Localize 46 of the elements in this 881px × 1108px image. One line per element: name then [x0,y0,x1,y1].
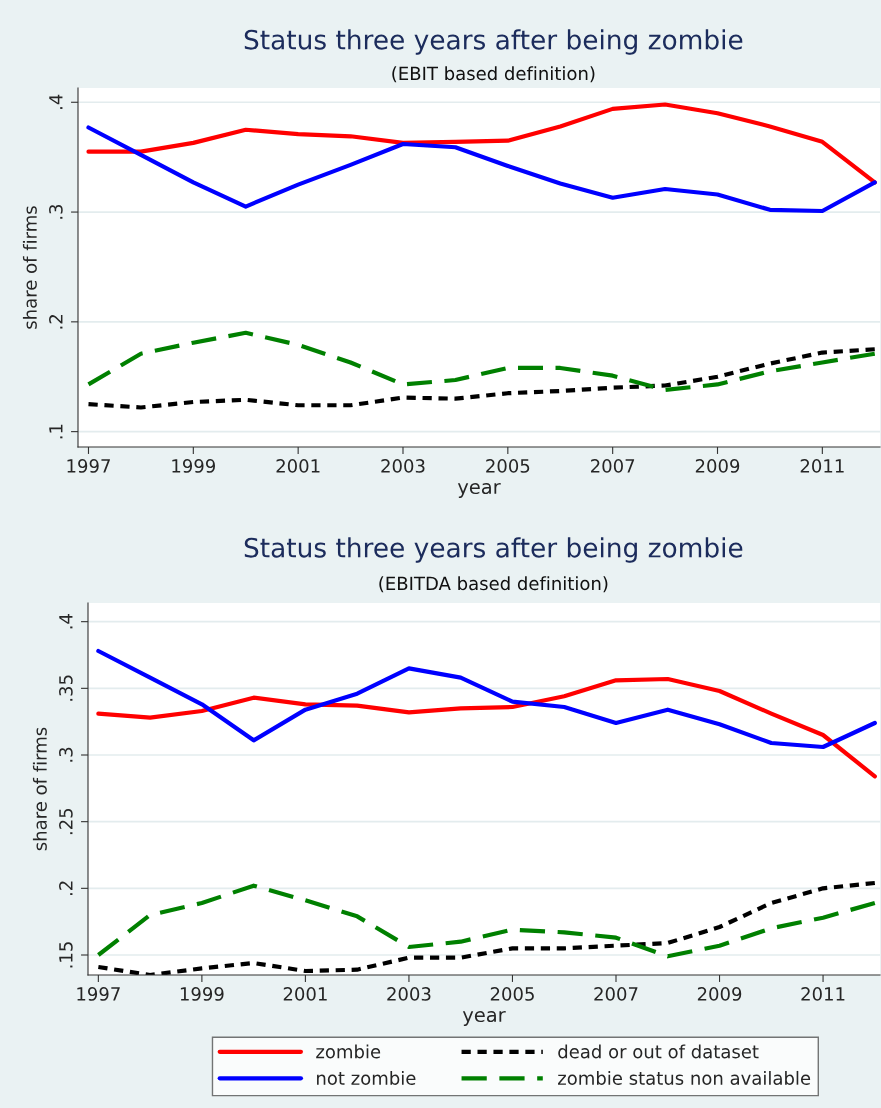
legend-label: zombie status non available [558,1070,811,1085]
legend-label: not zombie [317,1070,416,1085]
x-tick-label: 2009 [695,459,740,473]
x-tick-label: 2007 [591,459,635,473]
y-tick-label: .4 [49,94,63,109]
legend-label: dead or out of dataset [558,1044,759,1059]
x-tick-label: 1997 [77,987,120,1001]
x-tick-label: 2011 [801,987,845,1001]
chart-subtitle: (EBIT based definition) [392,66,595,83]
line-series [96,883,877,959]
y-tick-label: .3 [59,747,73,762]
x-axis-title: year [462,1010,506,1026]
y-tick-label: .25 [59,808,73,835]
chart-title: Status three years after being zombie [244,537,743,563]
line-series [86,347,877,410]
line-series [86,330,877,392]
line-series [96,880,877,975]
line-series [86,125,877,214]
y-tick-label: .1 [49,424,63,439]
x-tick-label: 2007 [594,987,638,1001]
x-tick-label: 2003 [381,459,425,473]
x-tick-label: 2003 [387,987,431,1001]
x-tick-label: 1999 [172,459,216,473]
line-series [96,648,877,750]
y-tick-label: .4 [59,614,73,629]
y-tick-label: .2 [49,315,63,329]
x-tick-label: 1999 [180,987,224,1001]
x-axis-title: year [457,482,501,498]
x-tick-label: 2005 [490,987,534,1001]
y-tick-label: .15 [59,942,73,968]
line-series [96,676,877,779]
chart-subtitle: (EBITDA based definition) [379,576,608,593]
x-tick-label: 2001 [276,459,320,473]
y-tick-label: .2 [59,881,73,896]
y-tick-label: .35 [59,675,73,701]
x-tick-label: 2011 [800,459,844,473]
x-tick-label: 1997 [67,459,110,473]
x-tick-label: 2005 [486,459,530,473]
legend-label: zombie [316,1044,381,1059]
y-tick-label: .3 [49,204,63,219]
x-tick-label: 2001 [283,987,327,1001]
line-series [86,102,877,185]
y-axis-title: share of firms [32,727,47,851]
y-axis-title: share of firms [22,206,37,329]
x-tick-label: 2009 [697,987,742,1001]
chart-title: Status three years after being zombie [244,29,743,55]
